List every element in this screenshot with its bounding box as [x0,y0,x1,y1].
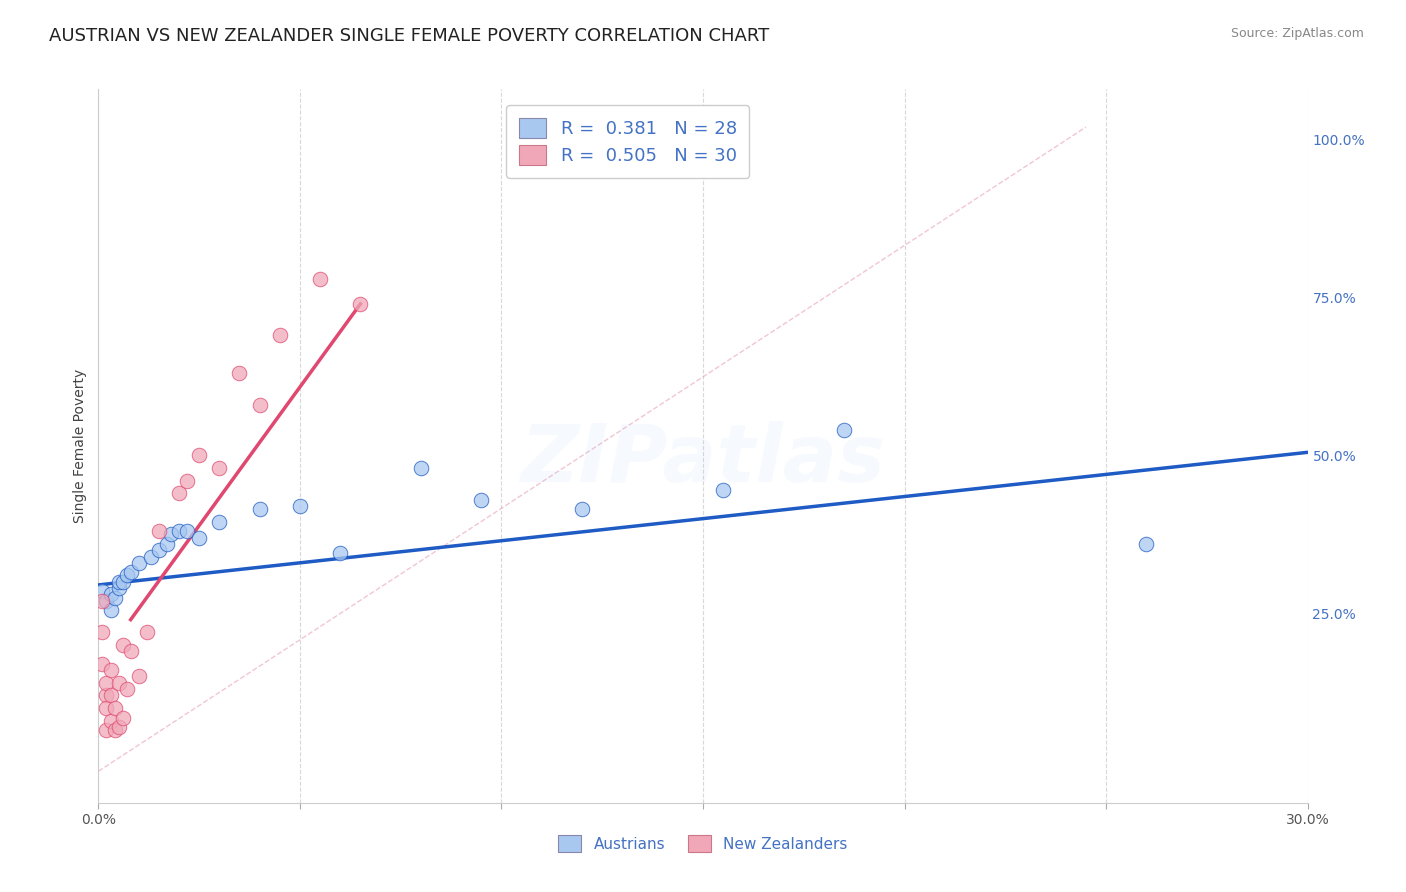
Point [135,625,157,640]
Point [111,574,134,589]
Point [96,701,118,715]
Point [249,398,271,412]
Point [571,502,593,516]
Point [288,499,311,513]
Point [96,593,118,607]
Point [309,271,332,285]
Point [91,657,114,671]
Point [107,675,129,690]
Point [148,543,170,558]
Point [111,710,134,724]
Point [711,483,734,498]
Point [91,625,114,640]
Point [208,461,231,475]
Point [100,587,122,601]
Point [115,568,138,582]
Y-axis label: Single Female Poverty: Single Female Poverty [73,369,87,523]
Point [128,556,150,570]
Point [91,593,114,607]
Point [349,297,371,311]
Point [107,720,129,734]
Point [167,524,190,539]
Point [329,546,352,560]
Point [208,515,231,529]
Point [139,549,162,564]
Point [100,714,122,728]
Point [1135,537,1157,551]
Point [100,663,122,677]
Point [103,701,125,715]
Point [96,675,118,690]
Point [103,591,125,605]
Point [107,581,129,595]
Point [91,584,114,599]
Point [167,486,190,500]
Point [409,461,432,475]
Point [107,574,129,589]
Point [120,644,142,658]
Point [103,723,125,738]
Point [128,669,150,683]
Point [188,449,211,463]
Point [176,474,198,488]
Point [96,689,118,703]
Point [269,328,291,343]
Text: ZIPatlas: ZIPatlas [520,421,886,500]
Text: Source: ZipAtlas.com: Source: ZipAtlas.com [1230,27,1364,40]
Point [100,603,122,617]
Point [470,492,492,507]
Point [120,566,142,580]
Point [148,524,170,539]
Point [832,423,855,437]
Point [100,689,122,703]
Point [249,502,271,516]
Point [160,527,183,541]
Point [96,723,118,738]
Point [188,531,211,545]
Point [111,638,134,652]
Point [176,524,198,539]
Legend: Austrians, New Zealanders: Austrians, New Zealanders [551,828,855,859]
Point [115,682,138,697]
Point [228,367,250,381]
Text: AUSTRIAN VS NEW ZEALANDER SINGLE FEMALE POVERTY CORRELATION CHART: AUSTRIAN VS NEW ZEALANDER SINGLE FEMALE … [49,27,769,45]
Point [156,537,179,551]
